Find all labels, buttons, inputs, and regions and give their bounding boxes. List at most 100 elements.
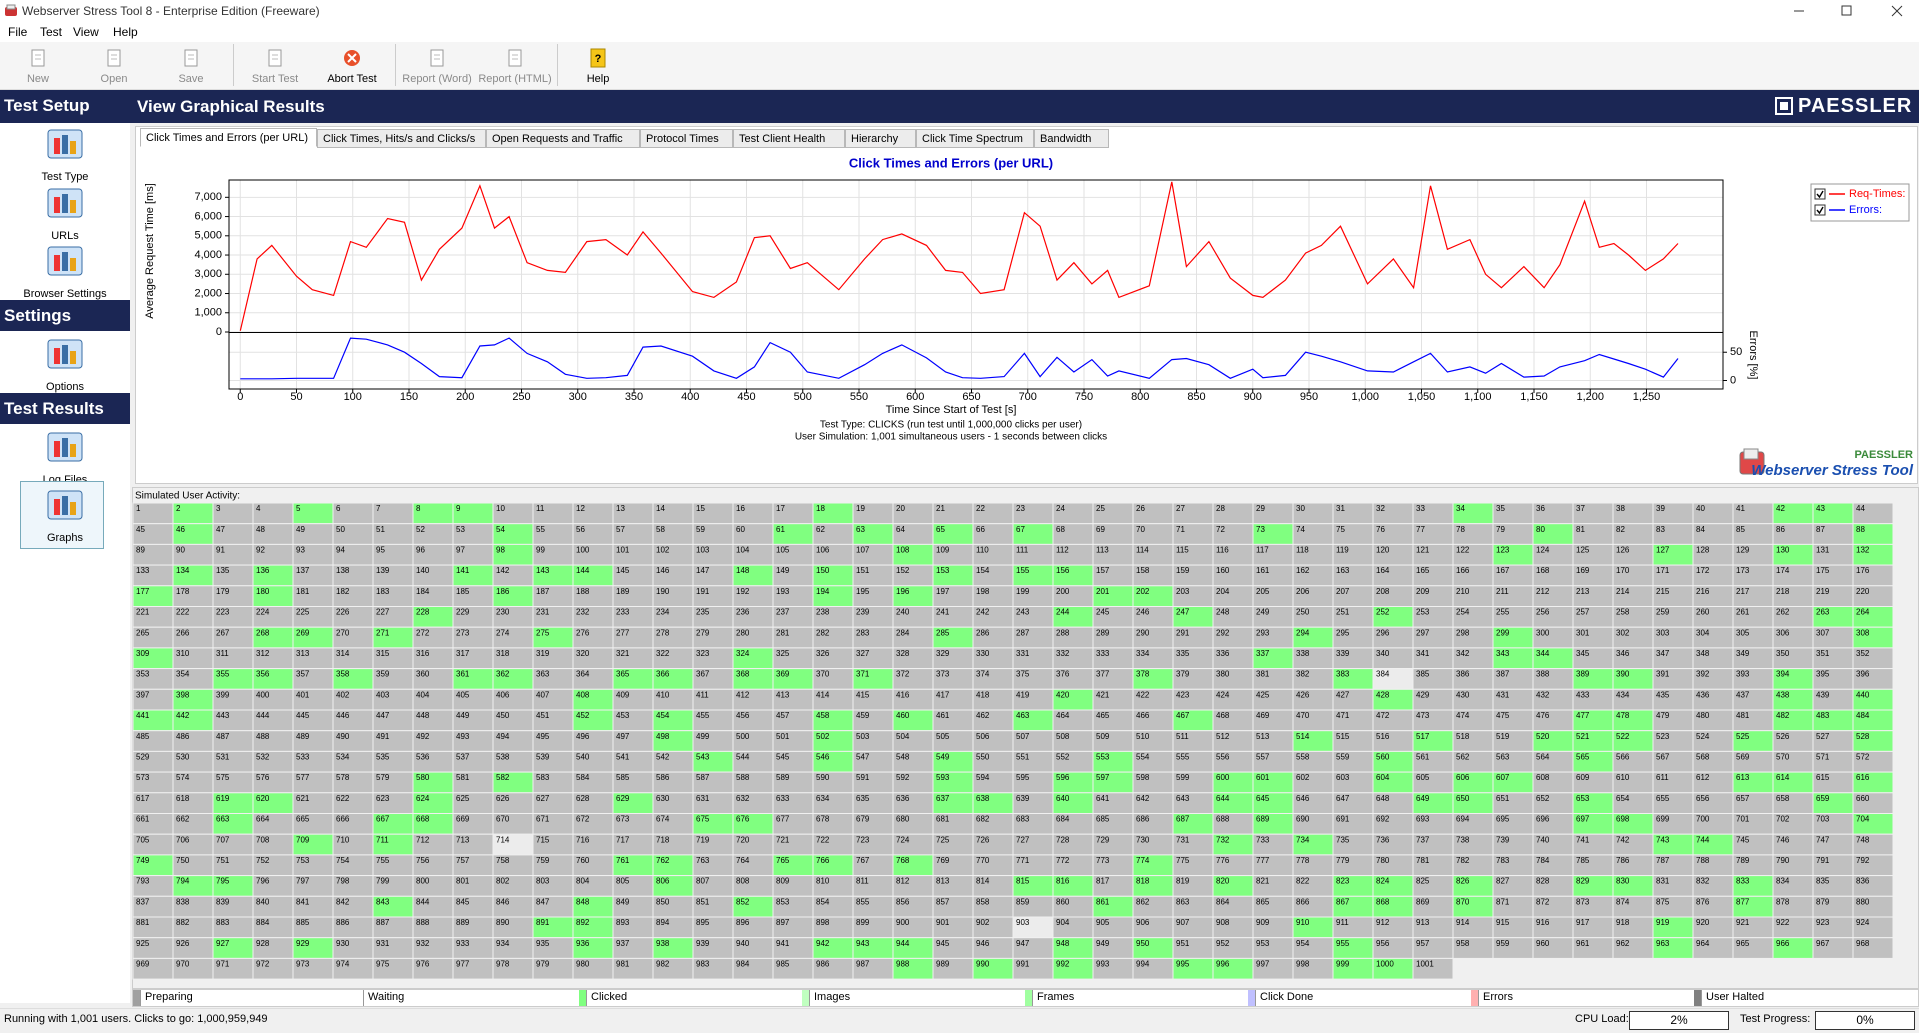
tab[interactable]: Hierarchy bbox=[845, 129, 916, 148]
tab[interactable]: Click Times and Errors (per URL) bbox=[140, 128, 317, 147]
tab[interactable]: Open Requests and Traffic bbox=[486, 129, 640, 148]
user-cell-label: 406 bbox=[496, 690, 510, 699]
user-cell-label: 293 bbox=[1256, 628, 1270, 637]
user-cell-label: 302 bbox=[1616, 628, 1630, 637]
tab[interactable]: Bandwidth bbox=[1034, 129, 1109, 148]
menu-item[interactable]: View bbox=[73, 25, 99, 39]
user-cell-label: 183 bbox=[376, 587, 390, 596]
user-cell-label: 187 bbox=[536, 587, 550, 596]
tab[interactable]: Test Client Health bbox=[733, 129, 845, 148]
user-cell-label: 508 bbox=[1056, 732, 1070, 741]
user-cell-label: 800 bbox=[416, 877, 430, 886]
plot-frame bbox=[228, 179, 1724, 390]
user-cell-label: 476 bbox=[1536, 711, 1550, 720]
toolbar-icon bbox=[508, 49, 522, 67]
user-cell-label: 881 bbox=[136, 918, 150, 927]
cpu-label: CPU Load: bbox=[1575, 1013, 1629, 1025]
user-cell-label: 713 bbox=[456, 835, 470, 844]
user-cell-label: 982 bbox=[656, 960, 670, 969]
user-cell-label: 89 bbox=[136, 546, 145, 555]
user-cell-label: 438 bbox=[1776, 690, 1790, 699]
user-cell-label: 218 bbox=[1776, 587, 1790, 596]
user-cell-label: 973 bbox=[296, 960, 310, 969]
toolbar-button[interactable]: Help bbox=[586, 73, 610, 85]
user-cell-label: 920 bbox=[1696, 918, 1710, 927]
user-cell-label: 400 bbox=[256, 690, 270, 699]
user-cell-label: 421 bbox=[1096, 690, 1110, 699]
user-cell-label: 590 bbox=[816, 773, 830, 782]
sidebar-item[interactable]: Test Type bbox=[41, 171, 89, 183]
user-cell-label: 970 bbox=[176, 960, 190, 969]
y-tick-label: 2,000 bbox=[194, 287, 222, 299]
user-cell-label: 92 bbox=[256, 546, 265, 555]
menu-item[interactable]: Help bbox=[113, 25, 138, 39]
user-cell-label: 166 bbox=[1456, 566, 1470, 575]
sidebar-item[interactable]: Browser Settings bbox=[23, 288, 107, 300]
user-cell-label: 331 bbox=[1016, 649, 1030, 658]
sidebar-item[interactable]: Graphs bbox=[46, 532, 84, 544]
user-cell-label: 404 bbox=[416, 690, 430, 699]
user-cell-label: 113 bbox=[1096, 546, 1109, 555]
user-cell-label: 179 bbox=[216, 587, 230, 596]
user-cell-label: 294 bbox=[1296, 628, 1310, 637]
user-cell-label: 987 bbox=[856, 960, 870, 969]
user-cell-label: 286 bbox=[976, 628, 990, 637]
user-cell-label: 836 bbox=[1856, 877, 1870, 886]
toolbar-button[interactable]: New bbox=[26, 73, 50, 85]
user-cell-label: 304 bbox=[1696, 628, 1710, 637]
toolbar-button[interactable]: Save bbox=[178, 73, 204, 85]
user-cell-label: 342 bbox=[1456, 649, 1470, 658]
user-cell-label: 755 bbox=[376, 856, 390, 865]
user-cell-label: 76 bbox=[1376, 525, 1385, 534]
toolbar-button[interactable]: Open bbox=[100, 73, 128, 85]
user-cell-label: 845 bbox=[456, 897, 470, 906]
sidebar-icon bbox=[47, 490, 83, 520]
tab[interactable]: Click Times, Hits/s and Clicks/s bbox=[317, 129, 486, 148]
user-cell-label: 788 bbox=[1696, 856, 1710, 865]
user-cell-label: 122 bbox=[1456, 546, 1470, 555]
user-cell-label: 363 bbox=[536, 670, 550, 679]
user-cell-label: 986 bbox=[816, 960, 830, 969]
menu-item[interactable]: File bbox=[8, 25, 28, 39]
brand-icon bbox=[1775, 97, 1793, 115]
user-cell-label: 432 bbox=[1536, 690, 1550, 699]
toolbar-button[interactable]: Report (HTML) bbox=[478, 73, 552, 85]
user-cell-label: 10 bbox=[496, 504, 505, 513]
user-cell-label: 784 bbox=[1536, 856, 1550, 865]
user-cell-label: 817 bbox=[1096, 877, 1110, 886]
user-cell-label: 347 bbox=[1656, 649, 1670, 658]
user-cell-label: 447 bbox=[376, 711, 390, 720]
toolbar-button[interactable]: Abort Test bbox=[327, 73, 377, 85]
user-cell-label: 949 bbox=[1096, 939, 1110, 948]
user-cell-label: 157 bbox=[1096, 566, 1110, 575]
x-tick-label: 950 bbox=[1300, 391, 1318, 403]
user-cell-label: 435 bbox=[1656, 690, 1670, 699]
toolbar-button[interactable]: Start Test bbox=[251, 73, 299, 85]
toolbar-button[interactable]: Report (Word) bbox=[402, 73, 472, 85]
user-cell-label: 913 bbox=[1416, 918, 1430, 927]
user-cell-label: 897 bbox=[776, 918, 790, 927]
user-cell-label: 192 bbox=[736, 587, 750, 596]
user-cell-label: 562 bbox=[1456, 753, 1470, 762]
user-cell-label: 910 bbox=[1296, 918, 1310, 927]
user-cell-label: 980 bbox=[576, 960, 590, 969]
tab[interactable]: Click Time Spectrum bbox=[916, 129, 1034, 148]
user-cell-label: 372 bbox=[896, 670, 910, 679]
user-cell-label: 991 bbox=[1016, 960, 1030, 969]
sidebar-item[interactable]: URLs bbox=[51, 230, 79, 242]
user-cell-label: 725 bbox=[936, 835, 950, 844]
user-cell-label: 95 bbox=[376, 546, 385, 555]
user-cell-label: 42 bbox=[1776, 504, 1785, 513]
user-cell-label: 278 bbox=[656, 628, 670, 637]
user-cell-label: 339 bbox=[1336, 649, 1350, 658]
user-cell-label: 267 bbox=[216, 628, 230, 637]
user-cell-label: 692 bbox=[1376, 815, 1390, 824]
tab[interactable]: Protocol Times bbox=[640, 129, 733, 148]
user-cell-label: 938 bbox=[656, 939, 670, 948]
user-cell-label: 489 bbox=[296, 732, 310, 741]
user-cell-label: 397 bbox=[136, 690, 150, 699]
window-controls[interactable] bbox=[1780, 0, 1919, 22]
user-cell-label: 609 bbox=[1576, 773, 1590, 782]
sidebar-item[interactable]: Options bbox=[46, 381, 84, 393]
menu-item[interactable]: Test bbox=[40, 25, 63, 39]
